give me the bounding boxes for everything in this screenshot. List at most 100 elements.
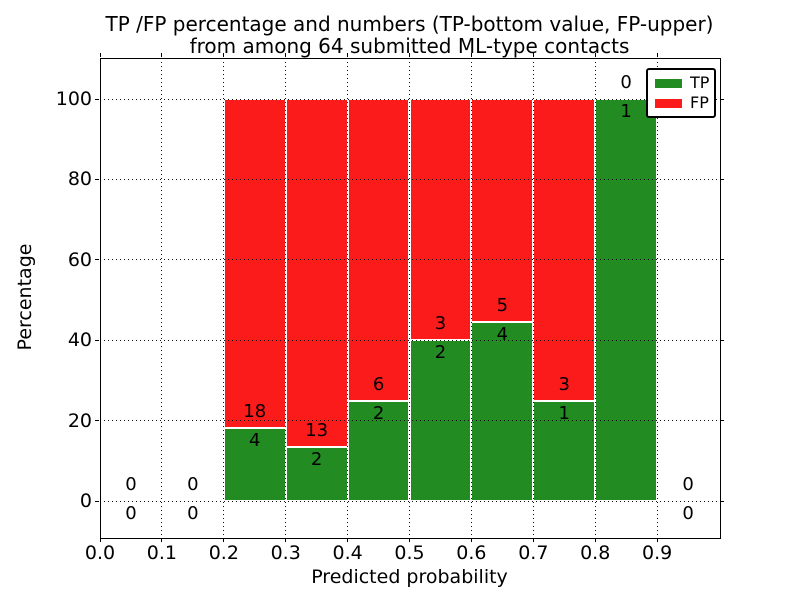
fp-count-label: 5: [496, 295, 509, 317]
gridline-x: [470, 58, 472, 537]
tp-bar-segment: [533, 400, 596, 501]
x-tick-mark: [409, 538, 410, 542]
gridline-x: [223, 58, 225, 537]
fp-count-label: 6: [372, 373, 385, 395]
gridline-x: [161, 58, 163, 537]
y-tick-label: 40: [67, 329, 92, 352]
fp-count-label: 0: [682, 474, 694, 495]
tp-bar-segment: [285, 447, 348, 501]
y-tick-mark: [95, 420, 99, 422]
tp-count-label: 2: [372, 402, 385, 424]
fp-count-label: 18: [243, 400, 267, 422]
gridline-x: [285, 58, 287, 537]
x-tick-mark: [285, 53, 287, 57]
fp-count-label: 0: [620, 72, 632, 93]
y-tick-label: 100: [55, 88, 92, 110]
y-tick-label: 60: [67, 248, 92, 271]
y-tick-mark: [95, 259, 99, 261]
x-tick-label: 0.7: [518, 542, 549, 564]
fp-count-label: 13: [305, 420, 329, 442]
y-tick-label: 20: [67, 409, 92, 432]
x-tick-mark: [470, 53, 472, 57]
x-tick-label: 0.8: [580, 542, 611, 564]
gridline-x: [409, 58, 410, 537]
fp-bar-segment: [223, 99, 286, 428]
x-tick-mark: [594, 53, 596, 57]
fp-bar-segment: [347, 99, 410, 401]
x-tick-mark: [409, 53, 410, 57]
legend-label-fp: FP: [690, 93, 709, 112]
tp-bar-segment: [595, 99, 658, 501]
x-tick-label: 0.2: [208, 542, 239, 564]
fp-count-label: 0: [125, 474, 137, 495]
tp-bar-segment: [471, 322, 534, 501]
y-tick-mark: [95, 98, 99, 100]
x-tick-mark: [532, 53, 534, 57]
legend-item-tp: TP: [655, 73, 710, 92]
gridline-x: [594, 58, 596, 537]
fp-legend-swatch: [655, 98, 682, 108]
tp-count-label: 4: [496, 324, 509, 346]
y-axis-label: Percentage: [14, 243, 36, 351]
y-tick-mark: [95, 339, 99, 341]
y-tick-mark: [720, 259, 724, 261]
x-tick-mark: [161, 538, 163, 542]
tp-count-label: 0: [125, 503, 137, 524]
tp-count-label: 2: [310, 449, 323, 471]
x-tick-label: 0.6: [456, 542, 487, 564]
x-tick-label: 0.4: [332, 542, 363, 564]
y-tick-mark: [95, 178, 99, 180]
x-tick-mark: [656, 538, 658, 542]
chart-title-line2: from among 64 submitted ML-type contacts: [189, 34, 630, 58]
x-tick-mark: [223, 538, 225, 542]
gridline-x: [347, 58, 349, 537]
x-tick-label: 0.1: [146, 542, 177, 564]
tp-count-label: 2: [434, 342, 447, 364]
tp-count-label: 4: [249, 429, 261, 451]
x-tick-mark: [656, 53, 658, 57]
x-tick-label: 0.5: [394, 542, 425, 564]
fp-count-label: 3: [558, 373, 570, 395]
fp-count-label: 3: [434, 313, 447, 335]
x-tick-mark: [99, 538, 101, 542]
y-tick-mark: [720, 420, 724, 422]
y-tick-mark: [720, 500, 724, 502]
fp-bar-segment: [409, 99, 472, 341]
y-tick-mark: [95, 500, 99, 502]
x-tick-mark: [161, 53, 163, 57]
tp-count-label: 0: [682, 503, 694, 524]
legend-label-tp: TP: [690, 73, 710, 92]
x-tick-label: 0.3: [270, 542, 301, 564]
x-tick-mark: [99, 53, 101, 57]
y-tick-mark: [720, 178, 724, 180]
legend: TP FP: [646, 68, 716, 118]
x-tick-mark: [470, 538, 472, 542]
fp-bar-segment: [533, 99, 596, 401]
y-tick-mark: [720, 98, 724, 100]
tp-legend-swatch: [655, 78, 682, 88]
x-tick-mark: [223, 53, 225, 57]
y-tick-mark: [720, 339, 724, 341]
x-tick-label: 0.9: [641, 542, 673, 564]
tp-count-label: 0: [187, 503, 199, 524]
gridline-x: [656, 58, 658, 537]
x-axis-label: Predicted probability: [311, 566, 508, 588]
chart-title: TP /FP percentage and numbers (TP-bottom…: [100, 13, 719, 57]
tp-count-label: 1: [620, 101, 632, 122]
fp-count-label: 0: [187, 474, 199, 495]
x-tick-label: 0.0: [84, 542, 116, 564]
x-tick-mark: [532, 538, 534, 542]
fp-bar-segment: [285, 99, 348, 448]
y-tick-label: 80: [67, 168, 92, 191]
fp-bar-segment: [471, 99, 534, 323]
x-tick-mark: [285, 538, 287, 542]
chart-title-line1: TP /FP percentage and numbers (TP-bottom…: [105, 12, 714, 36]
x-tick-mark: [347, 538, 349, 542]
x-tick-mark: [347, 53, 349, 57]
y-tick-label: 0: [79, 490, 92, 512]
legend-item-fp: FP: [655, 93, 709, 112]
gridline-x: [532, 58, 534, 537]
tp-count-label: 1: [558, 402, 570, 424]
x-tick-mark: [594, 538, 596, 542]
